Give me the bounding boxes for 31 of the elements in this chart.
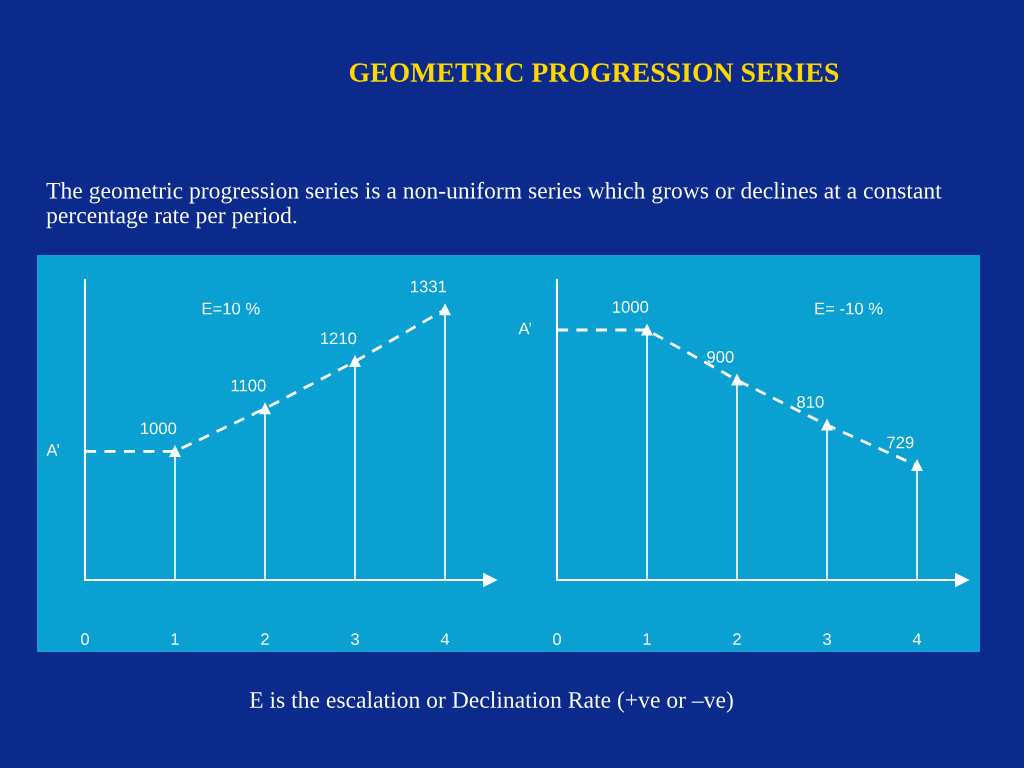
- point: [349, 355, 361, 367]
- data-label: 1000: [141, 422, 177, 435]
- annotation: A’: [46, 444, 59, 456]
- point: [911, 459, 923, 472]
- x-tick-label: 2: [261, 633, 269, 645]
- annotation: A’: [518, 322, 531, 335]
- annotation: E= -10 %: [815, 302, 883, 315]
- x-tick-label: 4: [440, 633, 450, 645]
- point: [169, 445, 181, 457]
- text: GEOMETRIC PROGRESSION SERIES: [349, 63, 839, 82]
- chart-subtitle: The geometric progression series is a non-uniform series which grows or declines at a constant percentage rate per period.: [46, 181, 942, 229]
- data-label: 729: [887, 436, 914, 449]
- annotation: E=10 %: [202, 302, 260, 315]
- point: [731, 374, 743, 386]
- point: [641, 324, 653, 336]
- data-label: 900: [707, 351, 734, 363]
- x-tick-label: 4: [912, 633, 922, 645]
- point: [259, 403, 271, 415]
- x-tick-label: 3: [351, 633, 359, 646]
- text: E is the escalation or Declination Rate (+ve or –ve): [249, 691, 733, 713]
- x-tick-label: 3: [823, 633, 831, 646]
- data-label: 1100: [231, 379, 266, 392]
- x-tick-label: 0: [81, 633, 89, 646]
- x-tick-label: 0: [553, 633, 561, 646]
- x-tick-label: 2: [733, 633, 741, 645]
- data-label: 1331: [411, 280, 447, 293]
- data-label: 1000: [613, 301, 649, 313]
- x-tick-label: 1: [171, 633, 179, 645]
- x-tick-label: 1: [643, 633, 651, 645]
- data-label: 810: [797, 396, 824, 408]
- data-label: 1210: [321, 332, 357, 345]
